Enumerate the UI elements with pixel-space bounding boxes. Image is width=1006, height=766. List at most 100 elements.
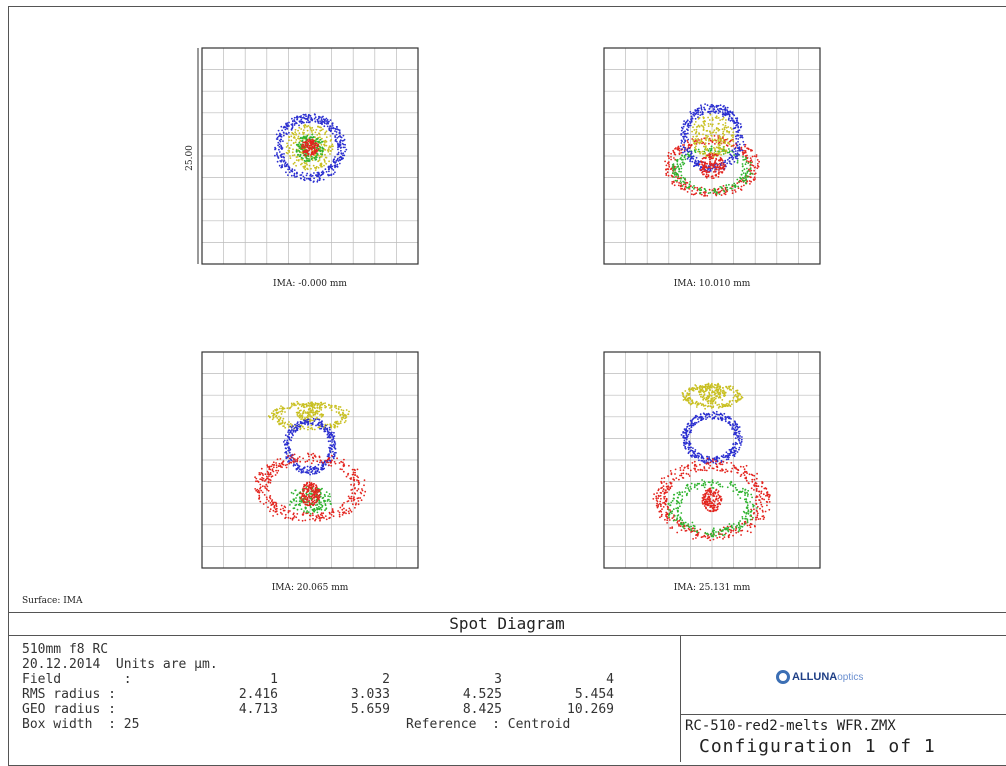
spot-point [719, 191, 721, 193]
spot-point [751, 479, 753, 481]
spot-point [719, 186, 721, 188]
spot-point [285, 464, 287, 466]
spot-point [696, 163, 698, 165]
spot-point [308, 454, 310, 456]
spot-point [690, 424, 692, 426]
spot-point [291, 132, 293, 134]
spot-point [688, 394, 690, 396]
spot-point [277, 155, 279, 157]
spot-point [675, 147, 677, 149]
spot-point [730, 424, 732, 426]
spot-point [330, 174, 332, 176]
spot-point [678, 524, 680, 526]
spot-point [268, 500, 270, 502]
spot-point [667, 507, 669, 509]
spot-point [296, 428, 298, 430]
spot-point [682, 526, 684, 528]
spot-point [298, 127, 300, 129]
spot-point [754, 178, 756, 180]
spot-point [718, 484, 720, 486]
spot-point [740, 150, 742, 152]
spot-point [699, 153, 701, 155]
spot-point [356, 490, 358, 492]
spot-point [689, 475, 691, 477]
spot-point [751, 487, 753, 489]
spot-point [673, 176, 675, 178]
spot-point [286, 133, 288, 135]
spot-point [316, 496, 318, 498]
spot-point [686, 466, 688, 468]
spot-point [729, 157, 731, 159]
spot-point [344, 139, 346, 141]
spot-point [704, 387, 706, 389]
spot-point [705, 399, 707, 401]
spot-point [683, 184, 685, 186]
spot-point [731, 139, 733, 141]
spot-point [730, 462, 732, 464]
spot-point [329, 493, 331, 495]
spot-point [274, 149, 276, 151]
spot-point [727, 416, 729, 418]
spot-point [725, 125, 727, 127]
spot-point [733, 443, 735, 445]
spot-point [671, 527, 673, 529]
spot-point [306, 175, 308, 177]
spot-point [258, 472, 260, 474]
spot-point [708, 174, 710, 176]
spot-point [320, 147, 322, 149]
spot-point [343, 147, 345, 149]
spot-point [311, 158, 313, 160]
spot-point [740, 530, 742, 532]
spot-point [307, 499, 309, 501]
spot-point [699, 453, 701, 455]
spot-point [300, 178, 302, 180]
spot-point [740, 127, 742, 129]
spot-point [687, 139, 689, 141]
spot-point [327, 126, 329, 128]
spot-point [670, 159, 672, 161]
spot-point [304, 160, 306, 162]
spot-point [721, 403, 723, 405]
spot-point [321, 512, 323, 514]
spot-point [732, 535, 734, 537]
spot-point [750, 162, 752, 164]
spot-point [705, 418, 707, 420]
spot-point [327, 436, 329, 438]
spot-point [740, 135, 742, 137]
spot-point [305, 488, 307, 490]
spot-point [675, 180, 677, 182]
spot-point [733, 391, 735, 393]
spot-point [761, 506, 763, 508]
spot-point [282, 411, 284, 413]
spot-point [334, 130, 336, 132]
spot-point [673, 165, 675, 167]
spot-point [315, 169, 317, 171]
spot-point [334, 405, 336, 407]
spot-point [335, 129, 337, 131]
spot-point [343, 413, 345, 415]
spot-point [315, 419, 317, 421]
spot-point [728, 114, 730, 116]
spot-point [302, 144, 304, 146]
spot-point [326, 145, 328, 147]
spot-point [725, 122, 727, 124]
spot-point [668, 489, 670, 491]
spot-point [316, 501, 318, 503]
spot-point [757, 159, 759, 161]
spot-point [305, 118, 307, 120]
spot-point [327, 433, 329, 435]
spot-point [718, 404, 720, 406]
spot-point [665, 512, 667, 514]
spot-point [663, 498, 665, 500]
spot-point [711, 467, 713, 469]
spot-point [721, 138, 723, 140]
spot-point [314, 500, 316, 502]
spot-point [688, 127, 690, 129]
spot-point [700, 413, 702, 415]
spot-point [303, 129, 305, 131]
spot-point [761, 498, 763, 500]
spot-point [733, 185, 735, 187]
spot-point [715, 158, 717, 160]
spot-point [723, 134, 725, 136]
spot-point [744, 180, 746, 182]
